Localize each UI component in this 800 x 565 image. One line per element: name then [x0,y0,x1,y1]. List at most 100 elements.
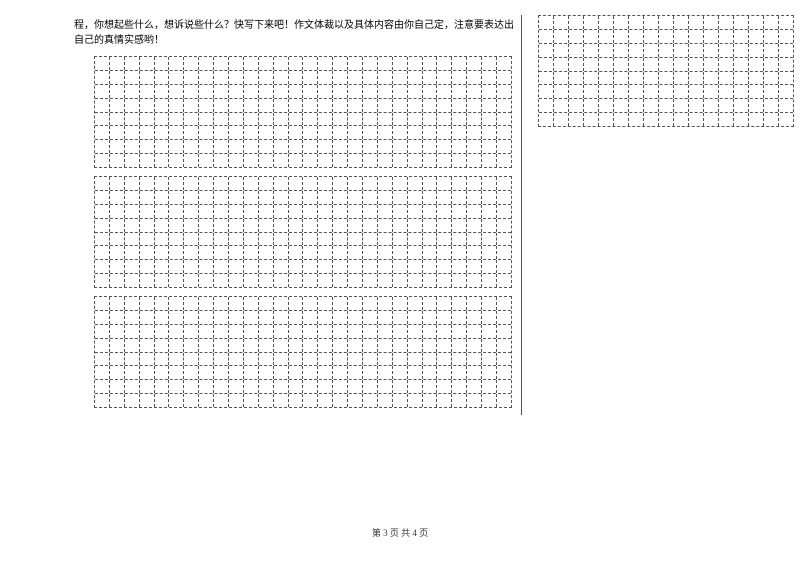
grid-cell [228,205,243,218]
grid-cell [228,366,243,379]
grid-cell [168,325,183,338]
grid-cell [243,380,258,393]
grid-cell [109,311,124,324]
grid-cell [302,311,317,324]
grid-cell [288,233,303,246]
grid-cell [273,260,288,273]
grid-cell [362,380,377,393]
grid-cell [124,325,139,338]
grid-cell [643,85,658,98]
grid-cell [643,99,658,112]
grid-cell [228,260,243,273]
grid-cell [436,126,451,139]
grid-cell [377,325,392,338]
grid-cell [347,177,362,190]
grid-cell [436,113,451,126]
grid-cell [183,274,198,287]
grid-cell [347,57,362,70]
grid-cell [451,85,466,98]
grid-cell [302,191,317,204]
grid-cell [273,366,288,379]
grid-cell [451,353,466,366]
grid-cell [139,71,154,84]
grid-cell [347,297,362,310]
grid-cell [553,30,568,43]
grid-cell [377,140,392,153]
grid-cell [273,325,288,338]
grid-cell [392,260,407,273]
grid-cell [451,246,466,259]
grid-cell [778,113,793,126]
grid-cell [763,85,778,98]
grid-cell [258,311,273,324]
grid-cell [124,191,139,204]
grid-cell [392,154,407,167]
grid-cell [496,366,511,379]
grid-cell [466,71,481,84]
grid-cell [109,113,124,126]
grid-cell [288,191,303,204]
grid-cell [436,311,451,324]
grid-row [95,338,511,352]
grid-cell [273,154,288,167]
grid-cell [598,30,613,43]
grid-cell [451,380,466,393]
grid-cell [377,353,392,366]
grid-cell [407,126,422,139]
grid-cell [496,85,511,98]
grid-cell [332,57,347,70]
grid-cell [347,325,362,338]
grid-cell [362,191,377,204]
grid-cell [243,154,258,167]
grid-cell [436,140,451,153]
grid-cell [139,85,154,98]
grid-cell [124,394,139,407]
grid-cell [436,380,451,393]
grid-cell [168,394,183,407]
grid-cell [168,113,183,126]
grid-cell [451,140,466,153]
grid-cell [688,113,703,126]
grid-cell [332,140,347,153]
grid-cell [228,57,243,70]
grid-cell [658,72,673,85]
grid-cell [451,274,466,287]
grid-cell [778,30,793,43]
grid-cell [109,219,124,232]
grid-cell [213,99,228,112]
grid-cell [496,339,511,352]
grid-cell [317,219,332,232]
grid-cell [228,233,243,246]
grid-cell [183,325,198,338]
grid-cell [288,260,303,273]
grid-cell [95,99,109,112]
grid-cell [733,16,748,29]
grid-cell [198,99,213,112]
grid-cell [451,394,466,407]
grid-cell [718,44,733,57]
grid-cell [154,353,169,366]
grid-cell [213,274,228,287]
grid-cell [643,44,658,57]
grid-cell [643,113,658,126]
grid-cell [332,85,347,98]
grid-cell [673,44,688,57]
grid-cell [95,205,109,218]
grid-cell [673,72,688,85]
grid-cell [763,44,778,57]
grid-cell [183,394,198,407]
grid-cell [362,311,377,324]
grid-cell [183,126,198,139]
grid-cell [362,246,377,259]
grid-cell [317,113,332,126]
grid-cell [613,99,628,112]
grid-cell [258,219,273,232]
grid-cell [703,85,718,98]
grid-cell [778,85,793,98]
grid-cell [213,126,228,139]
grid-cell [95,366,109,379]
grid-cell [568,85,583,98]
grid-cell [95,233,109,246]
grid-cell [598,16,613,29]
grid-cell [183,205,198,218]
